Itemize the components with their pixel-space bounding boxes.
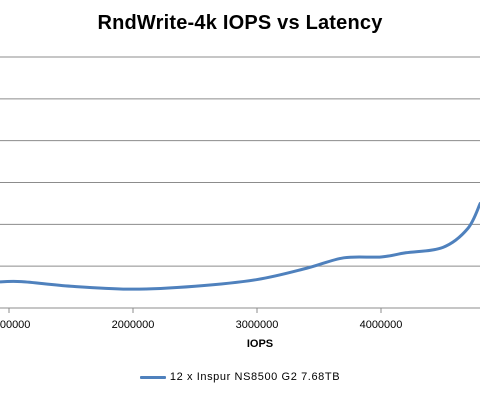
x-axis-label: IOPS bbox=[247, 338, 273, 350]
x-tick-label-0: 1000000 bbox=[0, 319, 30, 331]
legend: 12 x Inspur NS8500 G2 7.68TB bbox=[0, 371, 480, 383]
x-tick-label-1: 2000000 bbox=[112, 319, 155, 331]
chart-title: RndWrite-4k IOPS vs Latency bbox=[97, 12, 383, 34]
x-tick-label-3: 4000000 bbox=[360, 319, 403, 331]
legend-swatch bbox=[139, 375, 166, 379]
series-line bbox=[0, 201, 480, 291]
legend-label: 12 x Inspur NS8500 G2 7.68TB bbox=[169, 371, 341, 384]
x-tick-label-2: 3000000 bbox=[236, 319, 279, 331]
